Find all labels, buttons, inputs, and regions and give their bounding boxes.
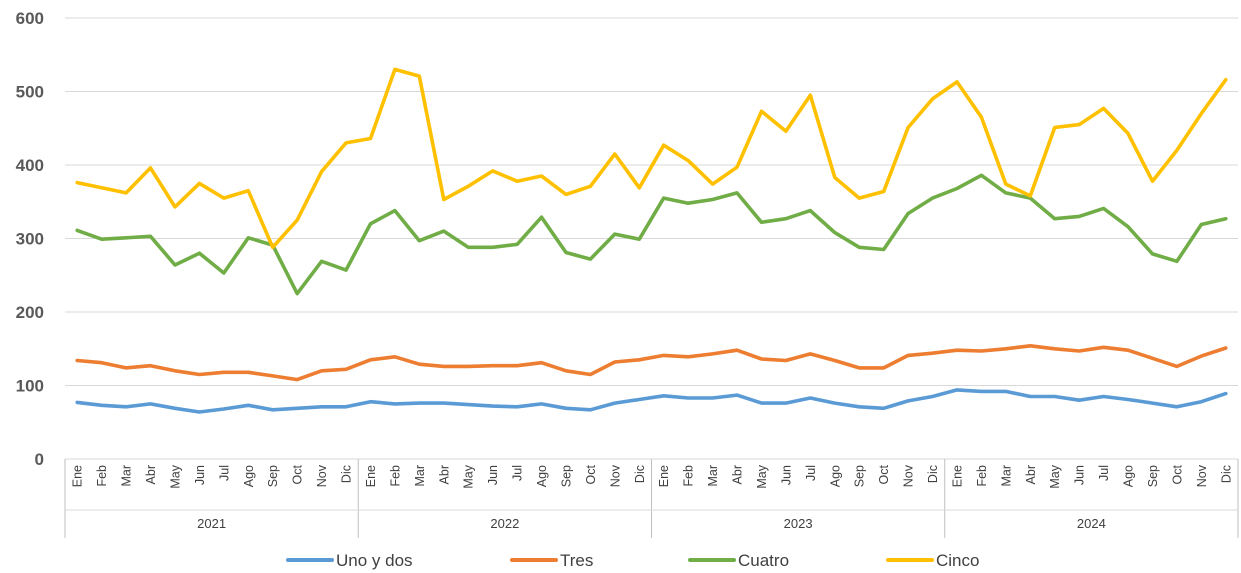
y-tick-label: 500: [16, 83, 44, 102]
x-tick-label: Oct: [877, 464, 891, 484]
series-line-tres: [75, 343, 1228, 382]
x-tick-label: Jun: [779, 465, 793, 485]
x-tick-label: Mar: [999, 465, 1013, 487]
x-tick-label: Ago: [828, 465, 842, 487]
x-tick-label: Dic: [1219, 465, 1233, 483]
x-tick-label: Nov: [608, 464, 622, 487]
year-label: 2022: [490, 516, 519, 531]
x-tick-label: Jun: [486, 465, 500, 485]
x-tick-label: Jul: [217, 465, 231, 481]
x-tick-label: Ene: [657, 465, 671, 487]
series-line-uno-y-dos: [75, 388, 1228, 414]
x-tick-label: Mar: [120, 465, 134, 487]
x-tick-label: Dic: [340, 465, 354, 483]
x-tick-label: Oct: [291, 464, 305, 484]
x-tick-label: Abr: [1024, 465, 1038, 484]
y-tick-label: 400: [16, 156, 44, 175]
x-axis: Ene Feb Mar Abr May Jun Jul Ago Sep Oct Nov Dic 2021…: [64, 459, 1239, 538]
series-line-cuatro: [75, 173, 1228, 296]
legend-label: Tres: [560, 551, 593, 570]
x-tick-label: May: [462, 464, 476, 488]
x-tick-label: Ene: [950, 465, 964, 487]
x-tick-label: Jul: [804, 465, 818, 481]
x-tick-label: Ago: [1122, 465, 1136, 487]
x-tick-label: Sep: [266, 465, 280, 487]
x-tick-label: Ene: [364, 465, 378, 487]
x-tick-label: Oct: [1170, 464, 1184, 484]
x-tick-label: Jun: [193, 465, 207, 485]
x-tick-label: Ene: [71, 465, 85, 487]
x-tick-label: Nov: [902, 464, 916, 487]
x-tick-label: Mar: [413, 465, 427, 487]
x-tick-label: Oct: [584, 464, 598, 484]
series-line-cinco: [75, 67, 1228, 250]
x-tick-label: Nov: [315, 464, 329, 487]
year-label: 2021: [197, 516, 226, 531]
x-tick-label: Feb: [388, 465, 402, 487]
gridlines: [65, 17, 1238, 460]
x-tick-label: May: [1048, 464, 1062, 488]
y-tick-label: 200: [16, 303, 44, 322]
legend-label: Cuatro: [738, 551, 789, 570]
x-tick-label: Dic: [633, 465, 647, 483]
x-tick-label: Abr: [144, 465, 158, 484]
legend-label: Uno y dos: [336, 551, 413, 570]
legend: Uno y dos Tres Cuatro Cinco: [286, 551, 979, 570]
x-tick-label: Sep: [1146, 465, 1160, 487]
x-tick-label: Mar: [706, 465, 720, 487]
x-tick-label: Feb: [682, 465, 696, 487]
x-tick-label: Ago: [242, 465, 256, 487]
series-lines: [75, 67, 1228, 414]
x-tick-label: Ago: [535, 465, 549, 487]
x-tick-label: Jun: [1073, 465, 1087, 485]
x-tick-label: May: [755, 464, 769, 488]
x-tick-label: Jul: [1097, 465, 1111, 481]
y-tick-label: 100: [16, 377, 44, 396]
x-tick-label: Abr: [731, 465, 745, 484]
x-tick-label: Feb: [975, 465, 989, 487]
year-label: 2023: [784, 516, 813, 531]
x-tick-label: Dic: [926, 465, 940, 483]
x-tick-label: Nov: [1195, 464, 1209, 487]
x-tick-label: Abr: [437, 465, 451, 484]
y-axis-ticks: 0 100 200 300 400 500 600: [16, 9, 44, 469]
legend-label: Cinco: [936, 551, 979, 570]
year-label: 2024: [1077, 516, 1106, 531]
y-tick-label: 0: [35, 450, 44, 469]
x-tick-label: Sep: [559, 465, 573, 487]
x-tick-label: May: [168, 464, 182, 488]
x-tick-label: Jul: [511, 465, 525, 481]
y-tick-label: 600: [16, 9, 44, 28]
x-tick-label: Feb: [95, 465, 109, 487]
x-tick-label: Sep: [853, 465, 867, 487]
y-tick-label: 300: [16, 230, 44, 249]
